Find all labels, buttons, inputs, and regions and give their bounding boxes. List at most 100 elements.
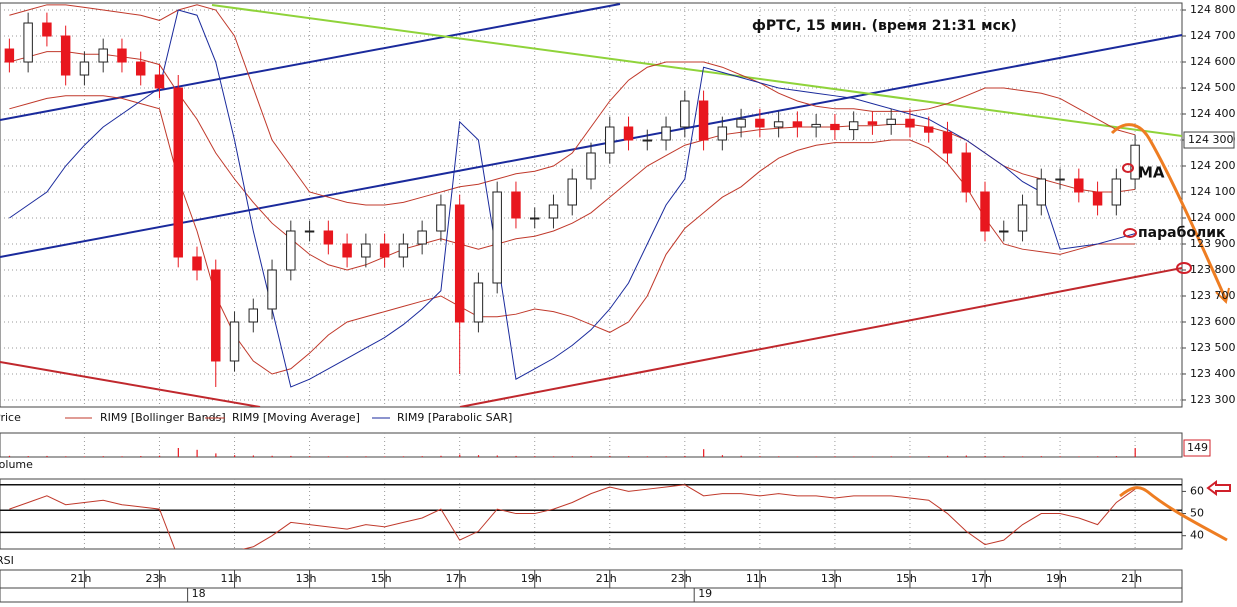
candle-body: [398, 243, 409, 258]
volume-bar: [46, 455, 48, 457]
candle-body: [923, 126, 934, 133]
candle-body: [1017, 204, 1028, 232]
volume-bar: [1059, 456, 1061, 457]
y-tick-label: 124 000: [1190, 211, 1236, 224]
candle-body: [642, 139, 653, 142]
candle-body: [1036, 178, 1047, 206]
legend-label: RIM9 [Bollinger Bands]: [100, 411, 226, 424]
marker-circle: [1122, 163, 1134, 173]
y-tick-label: 123 300: [1190, 393, 1236, 406]
volume-bar: [646, 456, 648, 457]
candle-body: [304, 230, 315, 233]
volume-bar: [909, 456, 911, 457]
candle-body: [605, 126, 615, 154]
volume-bar: [928, 456, 930, 457]
volume-bar: [27, 456, 29, 457]
y-tick-label: 124 400: [1190, 107, 1236, 120]
volume-bar: [440, 455, 442, 457]
legend-label: Price: [0, 411, 21, 424]
volume-bar: [590, 456, 592, 457]
date-label: 19: [698, 587, 712, 600]
trend-line: [0, 361, 261, 407]
last-volume-label: 149: [1187, 441, 1208, 454]
candle-body: [811, 123, 821, 128]
candle-body: [1130, 144, 1140, 180]
marker-circle: [1123, 228, 1137, 238]
volume-bar: [402, 456, 405, 457]
volume-bar: [796, 456, 799, 457]
volume-bar: [1078, 456, 1080, 457]
volume-bar: [65, 456, 67, 457]
candle-body: [736, 118, 746, 128]
candle-body: [623, 126, 634, 141]
candle-body: [717, 126, 728, 141]
y-tick-label: 40: [1190, 529, 1204, 542]
x-tick-label: 21h: [1121, 572, 1142, 585]
candle-body: [680, 100, 690, 128]
x-tick-label: 23h: [671, 572, 692, 585]
volume-bar: [703, 449, 705, 457]
volume-bar: [346, 456, 348, 457]
candle-body: [1055, 178, 1065, 181]
candle-body: [454, 204, 465, 323]
legend-label: RIM9 [Moving Average]: [232, 411, 360, 424]
volume-bar: [665, 456, 667, 457]
volume-bar: [1134, 448, 1136, 457]
y-tick-label: 124 200: [1190, 159, 1236, 172]
chart-title: фРТС, 15 мин. (время 21:31 мск): [752, 18, 1017, 34]
candle-body: [661, 126, 671, 141]
x-tick-label: 15h: [896, 572, 917, 585]
volume-bar: [271, 455, 273, 457]
volume-bar: [853, 456, 855, 457]
y-tick-label: 124 700: [1190, 29, 1236, 42]
volume-bar: [365, 456, 367, 457]
arrow-head: [1215, 287, 1230, 305]
x-tick-label: 17h: [971, 572, 992, 585]
candle-body: [4, 48, 15, 63]
candle-body: [473, 282, 484, 323]
volume-bar: [384, 456, 386, 457]
volume-bar: [534, 456, 536, 457]
forecast-curve: [1110, 123, 1228, 301]
candle-body: [1111, 178, 1122, 206]
y-tick-label: 123 500: [1190, 341, 1236, 354]
last-price-label: 124 300: [1188, 133, 1234, 146]
volume-bar: [628, 456, 630, 457]
volume-bar: [609, 455, 611, 457]
candle-body: [1092, 191, 1103, 206]
volume-bar: [177, 448, 179, 457]
candle-body: [755, 118, 765, 128]
y-tick-label: 123 900: [1190, 237, 1236, 250]
volume-bar: [871, 456, 874, 457]
volume-bar: [83, 456, 86, 457]
x-tick-label: 19h: [1046, 572, 1067, 585]
series-group: [8, 448, 1136, 457]
indicator-line: [9, 4, 1136, 206]
x-tick-label: 11h: [746, 572, 767, 585]
candle-body: [248, 308, 259, 323]
legend-label: RIM9 [Parabolic SAR]: [397, 411, 512, 424]
panel-label: RSI: [0, 554, 14, 567]
candle-body: [98, 48, 108, 63]
volume-bar: [158, 455, 161, 457]
y-tick-label: 124 500: [1190, 81, 1236, 94]
candle-body: [192, 256, 202, 271]
candle-body: [323, 230, 334, 245]
trend-line: [0, 3, 621, 121]
panel-label: Volume: [0, 458, 33, 471]
candle-body: [905, 118, 915, 128]
candle-body: [980, 191, 990, 232]
candle-body: [229, 321, 240, 362]
volume-bar: [140, 456, 142, 457]
volume-bar: [984, 455, 986, 457]
candle-body: [42, 22, 52, 37]
x-tick-label: 19h: [521, 572, 542, 585]
x-tick-label: 11h: [221, 572, 242, 585]
candle-body: [117, 48, 127, 63]
candle-body: [286, 230, 296, 271]
trend-line: [459, 267, 1182, 407]
volume-bar: [252, 455, 254, 457]
rsi-panel: [0, 478, 1183, 550]
x-tick-label: 13h: [821, 572, 842, 585]
